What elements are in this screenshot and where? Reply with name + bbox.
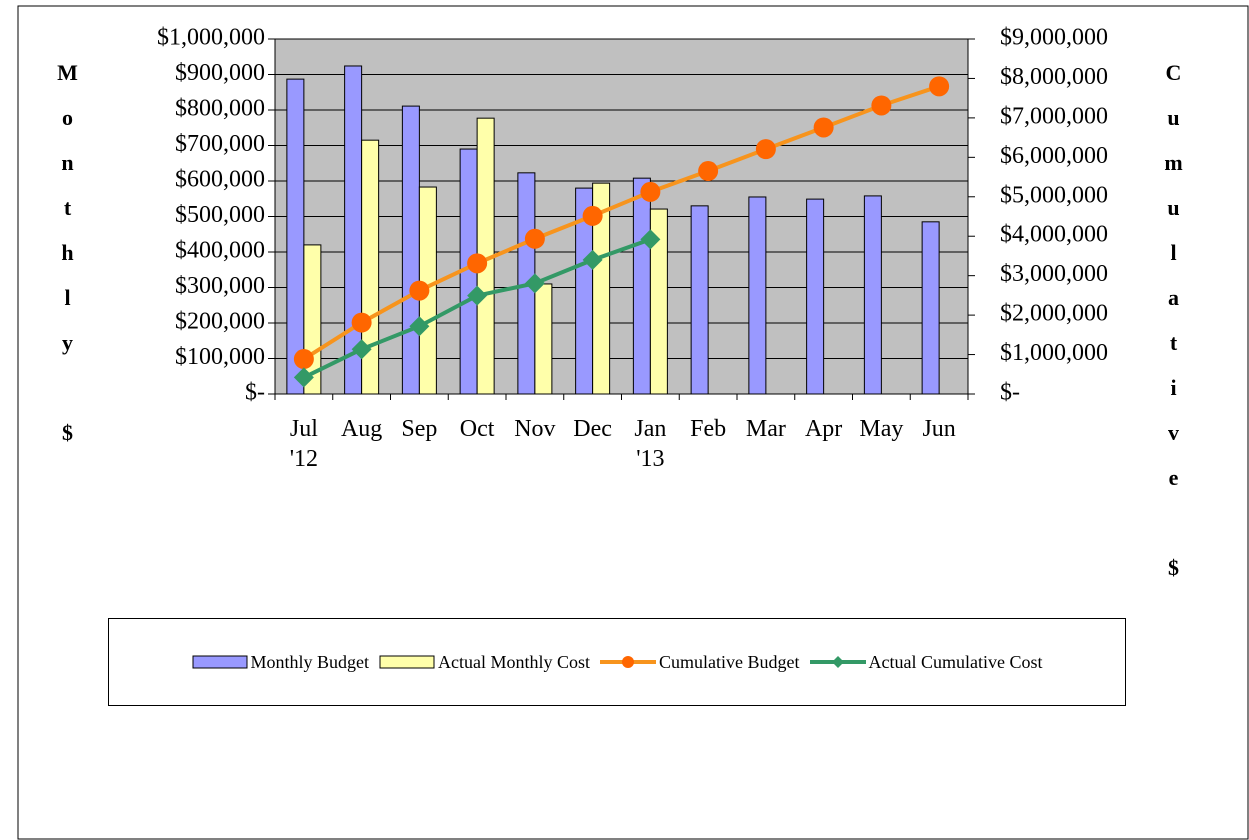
y-tick-label: $300,000 [175, 273, 265, 299]
x-tick-label: Mar [745, 416, 786, 442]
marker [640, 229, 661, 250]
bar [401, 105, 420, 395]
x-tick-label: Jan '13 [634, 416, 667, 472]
bar [863, 195, 882, 395]
bar [649, 208, 668, 395]
marker [582, 205, 603, 226]
legend-item: Monthly Budget [192, 651, 370, 673]
marker [755, 139, 776, 160]
marker [622, 656, 635, 668]
bar [534, 283, 553, 395]
x-tick-label: Oct [459, 416, 495, 442]
y2-tick-label: $7,000,000 [1000, 103, 1108, 129]
marker [293, 349, 314, 370]
legend-swatch [600, 656, 657, 668]
bar [921, 221, 940, 395]
marker [582, 249, 603, 270]
legend-item: Actual Monthly Cost [379, 652, 590, 673]
legend-label: Monthly Budget [250, 651, 370, 672]
legend-box [192, 655, 247, 669]
y-tick-label: $- [245, 380, 265, 406]
y2-tick-label: $8,000,000 [1000, 64, 1108, 90]
marker [929, 76, 950, 97]
marker [831, 656, 844, 668]
y2-tick-label: $2,000,000 [1000, 301, 1108, 327]
line [302, 84, 940, 361]
legend-item: Actual Cumulative Cost [809, 651, 1043, 673]
y2-tick-label: $4,000,000 [1000, 222, 1108, 248]
y-tick-label: $600,000 [175, 167, 265, 193]
y-tick-label: $700,000 [175, 131, 265, 157]
legend-item: Cumulative Budget [600, 651, 800, 673]
marker [871, 95, 892, 116]
marker [409, 316, 430, 337]
x-tick-label: Sep [401, 416, 438, 442]
x-tick-label: Aug [340, 416, 383, 442]
x-tick-label: Jun [922, 416, 956, 442]
x-tick-label: Dec [573, 416, 612, 442]
y2-tick-label: $1,000,000 [1000, 340, 1108, 366]
legend-label: Actual Monthly Cost [438, 651, 591, 672]
bar [592, 182, 611, 395]
bar [748, 196, 767, 395]
marker [351, 339, 372, 360]
y-axis-title: Monthly $ [55, 60, 80, 465]
marker [409, 280, 430, 301]
y2-tick-label: $3,000,000 [1000, 261, 1108, 287]
legend-swatch [192, 655, 247, 669]
marker [524, 228, 545, 249]
y-tick-label: $500,000 [175, 202, 265, 228]
y-tick-label: $800,000 [175, 96, 265, 122]
x-tick-label: Feb [690, 416, 727, 442]
y-tick-label: $400,000 [175, 238, 265, 264]
bar [690, 205, 709, 395]
y2-tick-label: $6,000,000 [1000, 143, 1108, 169]
x-tick-label: Jul '12 [289, 416, 319, 472]
bar [632, 177, 651, 395]
marker [467, 285, 488, 306]
x-tick-label: May [859, 416, 904, 442]
marker [524, 273, 545, 294]
y-tick-label: $100,000 [175, 344, 265, 370]
legend-label: Cumulative Budget [659, 651, 800, 672]
y2-tick-label: $9,000,000 [1000, 25, 1108, 51]
bar [806, 198, 825, 395]
marker [698, 161, 719, 182]
frame [17, 5, 1249, 840]
y2-tick-label: $5,000,000 [1000, 182, 1108, 208]
legend-label: Actual Cumulative Cost [868, 651, 1043, 672]
y2-tick-label: $- [1000, 380, 1020, 406]
legend: Monthly Budget Actual Monthly Cost Cumulat… [108, 618, 1126, 706]
marker [351, 312, 372, 333]
legend-box [379, 655, 435, 669]
y-tick-label: $900,000 [175, 60, 265, 86]
marker [293, 367, 314, 388]
marker [467, 253, 488, 274]
legend-swatch [809, 656, 866, 668]
x-tick-label: Apr [804, 416, 843, 442]
y-tick-label: $200,000 [175, 309, 265, 335]
marker [813, 117, 834, 138]
y-tick-label: $1,000,000 [157, 25, 265, 51]
bar [286, 78, 305, 395]
y2-axis-title: Cumulative $ [1161, 60, 1186, 600]
legend-swatch [379, 655, 435, 669]
marker [640, 181, 661, 202]
x-tick-label: Nov [514, 416, 556, 442]
